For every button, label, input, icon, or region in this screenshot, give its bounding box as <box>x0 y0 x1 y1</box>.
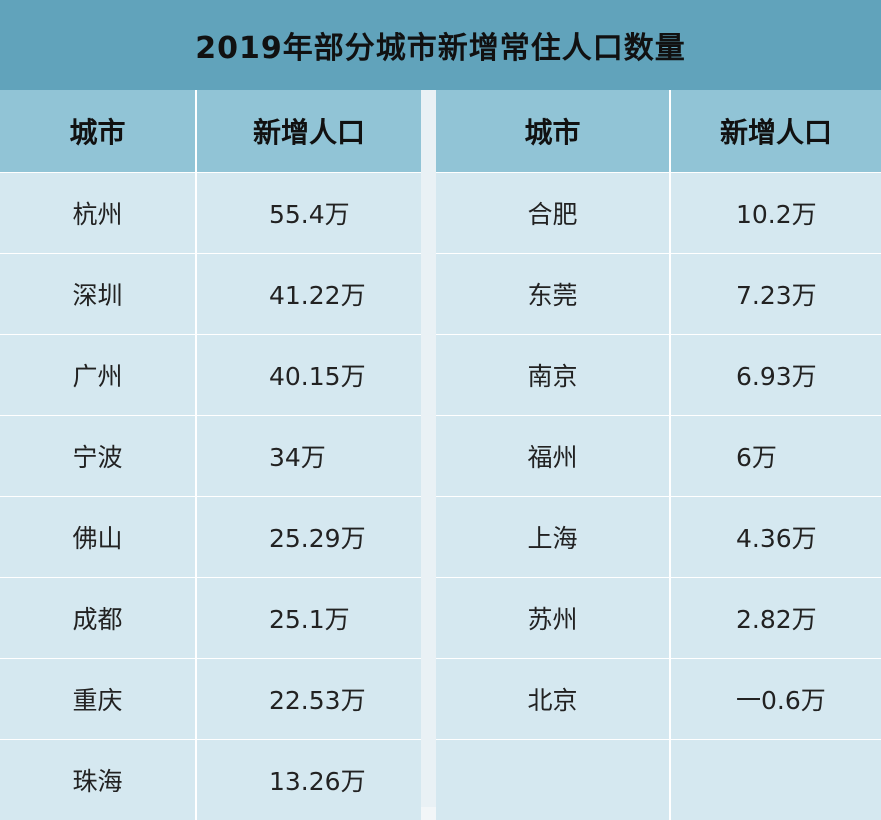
city-cell: 东莞 <box>436 254 670 335</box>
header-row: 城市 新增人口 <box>0 90 421 173</box>
value-cell: 40.15万 <box>196 335 421 416</box>
column-header-value: 新增人口 <box>670 90 881 173</box>
value-cell: 10.2万 <box>670 173 881 254</box>
city-cell: 宁波 <box>0 416 196 497</box>
column-header-value: 新增人口 <box>196 90 421 173</box>
table-title: 2019年部分城市新增常住人口数量 <box>0 0 881 90</box>
empty-table-row <box>436 740 881 820</box>
value-cell: 13.26万 <box>196 740 421 820</box>
city-cell: 合肥 <box>436 173 670 254</box>
city-cell: 福州 <box>436 416 670 497</box>
value-cell: 2.82万 <box>670 578 881 659</box>
city-cell: 苏州 <box>436 578 670 659</box>
value-cell: 6万 <box>670 416 881 497</box>
city-cell: 上海 <box>436 497 670 578</box>
value-cell: 34万 <box>196 416 421 497</box>
value-cell: 7.23万 <box>670 254 881 335</box>
city-cell: 重庆 <box>0 659 196 740</box>
value-cell: 4.36万 <box>670 497 881 578</box>
column-header-city: 城市 <box>436 90 670 173</box>
value-cell: 25.29万 <box>196 497 421 578</box>
table-row: 北京一0.6万 <box>436 659 881 740</box>
header-row: 城市 新增人口 <box>436 90 881 173</box>
value-cell: 55.4万 <box>196 173 421 254</box>
city-cell: 广州 <box>0 335 196 416</box>
value-cell: 25.1万 <box>196 578 421 659</box>
city-cell: 佛山 <box>0 497 196 578</box>
column-header-city: 城市 <box>0 90 196 173</box>
city-cell: 北京 <box>436 659 670 740</box>
city-cell: 深圳 <box>0 254 196 335</box>
city-cell: 成都 <box>0 578 196 659</box>
panel-divider <box>421 90 436 807</box>
value-cell: 一0.6万 <box>670 659 881 740</box>
city-cell: 杭州 <box>0 173 196 254</box>
value-cell: 22.53万 <box>196 659 421 740</box>
city-cell: 珠海 <box>0 740 196 820</box>
value-cell <box>670 740 881 820</box>
value-cell: 41.22万 <box>196 254 421 335</box>
value-cell: 6.93万 <box>670 335 881 416</box>
city-cell: 南京 <box>436 335 670 416</box>
city-cell <box>436 740 670 820</box>
